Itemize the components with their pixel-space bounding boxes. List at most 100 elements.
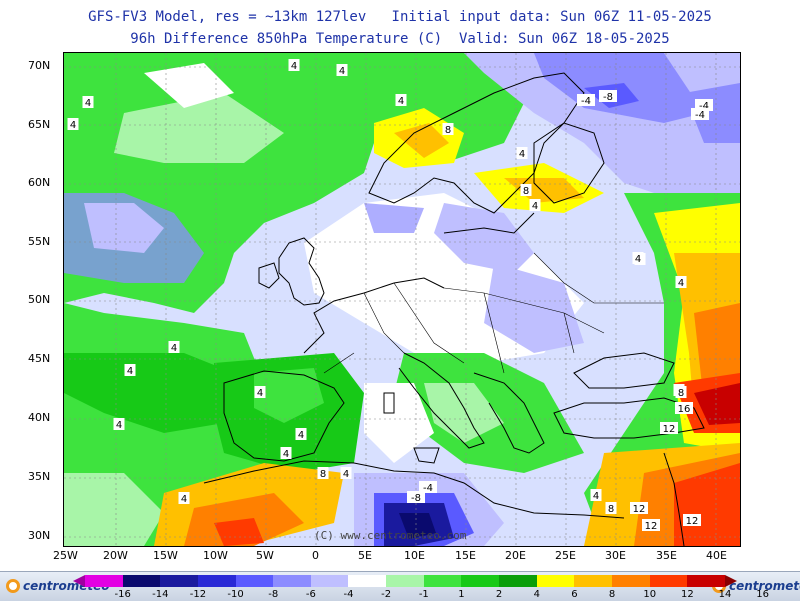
legend-tick-label: 1: [458, 589, 465, 600]
legend-tick-label: -4: [343, 589, 354, 600]
contour-label: 4: [398, 96, 404, 107]
lon-label: 0: [312, 549, 319, 562]
contour-label: 8: [608, 504, 614, 515]
contour-label: 16: [678, 404, 691, 415]
legend-tick-label: 10: [643, 589, 657, 600]
contour-label: 4: [635, 254, 641, 265]
contour-label-box: [577, 94, 595, 106]
map-title: GFS-FV3 Model, res = ~13km 127lev Initia…: [88, 9, 712, 25]
legend-swatch: [423, 575, 462, 587]
contour-label: 8: [320, 469, 326, 480]
legend-swatch: [499, 575, 537, 587]
contour-label-box: [168, 341, 180, 353]
legend-swatch: [574, 575, 612, 587]
lon-label: 25W: [53, 549, 78, 562]
lat-label: 30N: [28, 529, 51, 542]
contour-label-box: [336, 64, 348, 76]
contour-label-box: [254, 386, 266, 398]
contour-label: 4: [70, 120, 76, 131]
lon-label: 15W: [153, 549, 178, 562]
legend-tick-label: 12: [680, 589, 694, 600]
lon-label: 30E: [605, 549, 626, 562]
contour-label-box: [340, 467, 352, 479]
legend-arrow-right-icon: [725, 575, 737, 587]
legend-swatch: [160, 575, 198, 587]
color-scale: [85, 575, 725, 587]
contour-label-box: [630, 502, 648, 514]
legend-swatch: [611, 575, 650, 587]
contour-label-box: [642, 519, 660, 531]
lat-label: 65N: [28, 118, 51, 131]
contour-label: 12: [633, 504, 646, 515]
contour-label-box: [124, 364, 136, 376]
legend-tick-label: 2: [495, 589, 503, 600]
lon-label: 40E: [706, 549, 727, 562]
contour-label-box: [683, 514, 701, 526]
contour-label: 4: [171, 343, 177, 354]
contour-label: 12: [686, 516, 699, 527]
contour-label: 4: [257, 388, 263, 399]
lon-label: 5E: [358, 549, 372, 562]
watermark: (C) www.centrometeo.com: [314, 529, 467, 542]
lon-label: 10E: [404, 549, 425, 562]
lat-label: 60N: [28, 176, 51, 189]
contour-label-box: [675, 386, 687, 398]
contour-label-box: [113, 418, 125, 430]
contour-label-box: [599, 90, 617, 102]
contour-label: 4: [339, 66, 345, 77]
temperature-difference-map: (C) www.centrometeo.com 4 444-4 -8-4-48448…: [64, 53, 740, 546]
lon-label: 15E: [455, 549, 476, 562]
contour-label: 8: [523, 186, 529, 197]
contour-label: 12: [645, 521, 658, 532]
contour-label: 4: [85, 98, 91, 109]
lat-label: 55N: [28, 235, 51, 248]
contour-label: 4: [678, 278, 684, 289]
lon-label: 25E: [555, 549, 576, 562]
legend-tick-label: 14: [718, 589, 732, 600]
contour-label-box: [407, 491, 425, 503]
contour-label: 8: [678, 388, 684, 399]
contour-label-box: [288, 59, 300, 71]
contour-label-box: [419, 481, 437, 493]
lon-label: 5W: [256, 549, 274, 562]
legend-swatch: [536, 575, 575, 587]
legend-swatch: [235, 575, 274, 587]
legend-tick-label: -12: [189, 589, 207, 600]
legend-tick-label: 8: [608, 589, 616, 600]
contour-label-box: [520, 184, 532, 196]
legend-arrow-left-icon: [73, 575, 85, 587]
contour-label-box: [82, 96, 94, 108]
contour-label: 4: [298, 430, 304, 441]
contour-labels: 4444-4-8-4-484484444844444816124844-8-44…: [67, 59, 713, 532]
legend-swatch: [687, 575, 725, 587]
legend-tick-label: -14: [152, 589, 169, 600]
lat-label: 40N: [28, 411, 51, 424]
contour-label-box: [691, 108, 709, 120]
contour-label: -8: [603, 92, 613, 103]
contour-label-box: [280, 447, 292, 459]
legend-tick-label: -16: [114, 589, 131, 600]
contour-label: 4: [116, 420, 122, 431]
legend-swatch: [348, 575, 387, 587]
legend-swatch: [310, 575, 349, 587]
contour-label-box: [67, 118, 79, 130]
lon-label: 10W: [203, 549, 228, 562]
logo-right-text: centrometeo: [729, 579, 800, 593]
legend-tick-label: -6: [305, 589, 316, 600]
lat-label: 45N: [28, 352, 51, 365]
legend-swatch: [122, 575, 161, 587]
lon-label: 35E: [656, 549, 677, 562]
contour-label-box: [660, 422, 678, 434]
contour-label-box: [317, 467, 329, 479]
contour-label-box: [516, 147, 528, 159]
contour-label-box: [675, 276, 687, 288]
contour-label: 4: [519, 149, 525, 160]
contour-label: 4: [127, 366, 133, 377]
contour-label-box: [632, 252, 644, 264]
contour-label: 4: [291, 61, 297, 72]
contour-label: -8: [411, 493, 421, 504]
legend-swatch: [85, 575, 123, 587]
legend-swatch: [649, 575, 688, 587]
contour-label: -4: [699, 101, 709, 112]
lat-label: 35N: [28, 470, 51, 483]
